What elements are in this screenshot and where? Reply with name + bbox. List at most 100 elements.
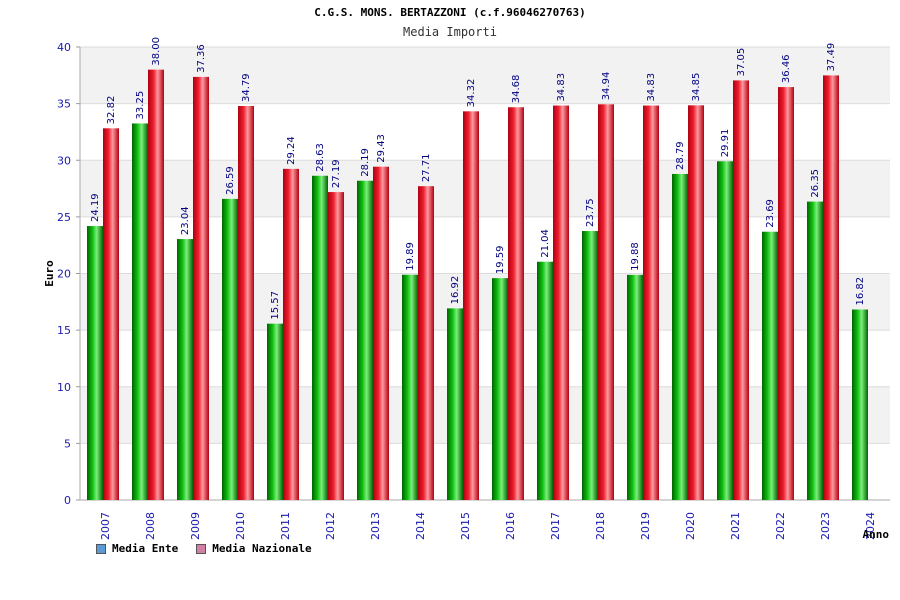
data-label-media-ente-2022: 23.69 — [765, 199, 776, 228]
bar-media-nazionale-2017 — [553, 105, 569, 501]
y-tick-label: 5 — [64, 437, 71, 450]
x-tick-label-2021: 2021 — [729, 512, 742, 540]
x-tick-label-2010: 2010 — [234, 512, 247, 540]
data-label-media-nazionale-2021: 37.05 — [736, 48, 747, 77]
data-label-media-ente-2018: 23.75 — [585, 198, 596, 227]
x-tick-label-2012: 2012 — [324, 512, 337, 540]
x-tick-label-2016: 2016 — [504, 512, 517, 540]
y-tick-label: 25 — [57, 211, 71, 224]
y-tick-label: 30 — [57, 154, 71, 167]
y-tick-label: 15 — [57, 324, 71, 337]
bar-media-nazionale-2019 — [643, 105, 659, 501]
bar-media-ente-2021 — [717, 161, 733, 500]
data-label-media-ente-2014: 19.89 — [405, 242, 416, 271]
bar-media-nazionale-2007 — [103, 128, 119, 500]
x-tick-label-2013: 2013 — [369, 512, 382, 540]
bar-media-ente-2007 — [87, 226, 103, 500]
legend-label-media-nazionale: Media Nazionale — [212, 542, 312, 555]
chart-title: C.G.S. MONS. BERTAZZONI (c.f.96046270763… — [314, 6, 586, 19]
grid-band — [80, 443, 890, 500]
x-tick-label-2017: 2017 — [549, 512, 562, 540]
data-label-media-nazionale-2014: 27.71 — [421, 154, 432, 183]
bar-media-nazionale-2010 — [238, 106, 254, 501]
y-tick-label: 40 — [57, 41, 71, 54]
data-label-media-nazionale-2012: 27.19 — [331, 159, 342, 188]
data-label-media-ente-2011: 15.57 — [270, 291, 281, 320]
bar-media-ente-2022 — [762, 231, 778, 500]
bar-media-ente-2011 — [267, 323, 283, 500]
data-label-media-nazionale-2022: 36.46 — [781, 54, 792, 83]
y-axis-label: Euro — [43, 260, 56, 287]
bar-media-ente-2018 — [582, 231, 598, 500]
bar-media-nazionale-2018 — [598, 104, 614, 500]
bar-media-ente-2019 — [627, 274, 643, 500]
x-axis-label: Anno — [863, 528, 890, 541]
grid-band — [80, 386, 890, 444]
x-tick-label-2020: 2020 — [684, 512, 697, 540]
y-tick-label: 35 — [57, 98, 71, 111]
data-label-media-ente-2021: 29.91 — [720, 129, 731, 158]
data-label-media-nazionale-2010: 34.79 — [241, 73, 252, 102]
data-label-media-nazionale-2023: 37.49 — [826, 43, 837, 72]
legend-swatch-media-nazionale — [196, 543, 207, 554]
x-tick-label-2022: 2022 — [774, 512, 787, 540]
data-label-media-ente-2012: 28.63 — [315, 143, 326, 172]
bar-media-ente-2014 — [402, 274, 418, 500]
grid-band — [80, 216, 890, 274]
grid-band — [80, 103, 890, 161]
bar-media-nazionale-2015 — [463, 111, 479, 501]
grid-band — [80, 47, 890, 104]
data-label-media-nazionale-2008: 38.00 — [151, 37, 162, 66]
data-label-media-ente-2013: 28.19 — [360, 148, 371, 177]
data-label-media-ente-2007: 24.19 — [90, 193, 101, 222]
bar-media-nazionale-2016 — [508, 107, 524, 501]
bar-media-ente-2016 — [492, 278, 508, 500]
data-label-media-ente-2020: 28.79 — [675, 141, 686, 170]
bar-media-ente-2020 — [672, 173, 688, 500]
bar-media-nazionale-2009 — [193, 76, 209, 500]
data-label-media-nazionale-2020: 34.85 — [691, 73, 702, 102]
chart-subtitle: Media Importi — [403, 25, 497, 39]
data-label-media-ente-2023: 26.35 — [810, 169, 821, 198]
x-tick-label-2023: 2023 — [819, 512, 832, 540]
x-tick-label-2011: 2011 — [279, 512, 292, 540]
data-label-media-ente-2024: 16.82 — [855, 277, 866, 306]
data-label-media-nazionale-2009: 37.36 — [196, 44, 207, 73]
x-tick-label-2007: 2007 — [99, 512, 112, 540]
bar-media-ente-2012 — [312, 175, 328, 500]
bar-media-nazionale-2013 — [373, 166, 389, 500]
x-tick-label-2018: 2018 — [594, 512, 607, 540]
data-label-media-ente-2019: 19.88 — [630, 242, 641, 271]
data-label-media-nazionale-2019: 34.83 — [646, 73, 657, 102]
data-label-media-nazionale-2018: 34.94 — [601, 72, 612, 101]
grid-band — [80, 160, 890, 217]
legend-item-media-ente: Media Ente — [96, 542, 178, 555]
data-label-media-nazionale-2017: 34.83 — [556, 73, 567, 102]
legend-item-media-nazionale: Media Nazionale — [196, 542, 312, 555]
grid-band — [80, 273, 890, 331]
x-tick-label-2014: 2014 — [414, 512, 427, 540]
data-label-media-ente-2016: 19.59 — [495, 246, 506, 275]
y-tick-label: 20 — [57, 268, 71, 281]
bar-media-nazionale-2021 — [733, 80, 749, 500]
x-tick-label-2015: 2015 — [459, 512, 472, 540]
bar-media-ente-2013 — [357, 180, 373, 501]
bar-media-nazionale-2011 — [283, 168, 299, 500]
bar-media-ente-2017 — [537, 261, 553, 500]
bar-media-nazionale-2008 — [148, 69, 164, 501]
bar-media-ente-2008 — [132, 123, 148, 500]
data-label-media-nazionale-2015: 34.32 — [466, 79, 477, 108]
data-label-media-ente-2010: 26.59 — [225, 166, 236, 195]
bar-media-ente-2009 — [177, 239, 193, 500]
bar-media-ente-2024 — [852, 309, 868, 500]
bar-media-nazionale-2022 — [778, 87, 794, 500]
legend: Media Ente Media Nazionale — [96, 542, 312, 555]
x-tick-label-2024: 2024 — [864, 512, 877, 540]
legend-label-media-ente: Media Ente — [112, 542, 179, 555]
data-label-media-ente-2008: 33.25 — [135, 91, 146, 120]
data-label-media-nazionale-2011: 29.24 — [286, 136, 297, 165]
x-tick-label-2009: 2009 — [189, 512, 202, 540]
data-label-media-ente-2009: 23.04 — [180, 206, 191, 235]
y-tick-label: 0 — [64, 494, 71, 507]
